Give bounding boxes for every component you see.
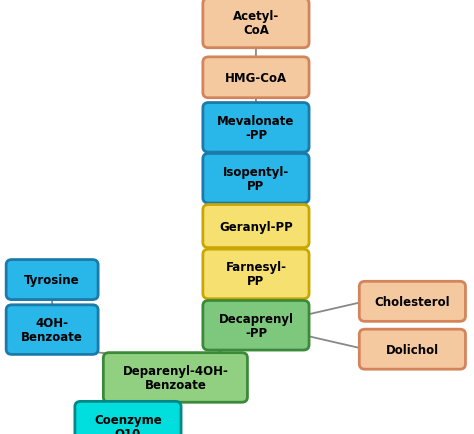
Text: Cholesterol: Cholesterol: [374, 295, 450, 308]
FancyBboxPatch shape: [203, 0, 309, 49]
Text: Farnesyl-
PP: Farnesyl- PP: [226, 261, 286, 288]
FancyBboxPatch shape: [359, 329, 465, 369]
Text: Geranyl-PP: Geranyl-PP: [219, 220, 293, 233]
FancyBboxPatch shape: [203, 250, 309, 299]
Text: Tyrosine: Tyrosine: [24, 273, 80, 286]
FancyBboxPatch shape: [75, 401, 181, 434]
FancyBboxPatch shape: [6, 260, 98, 300]
FancyBboxPatch shape: [103, 353, 247, 402]
FancyBboxPatch shape: [203, 103, 309, 153]
Text: Coenzyme
Q10: Coenzyme Q10: [94, 413, 162, 434]
FancyBboxPatch shape: [6, 305, 98, 355]
Text: Mevalonate
-PP: Mevalonate -PP: [217, 115, 295, 141]
Text: Decaprenyl
-PP: Decaprenyl -PP: [219, 312, 293, 339]
FancyBboxPatch shape: [203, 58, 309, 99]
Text: 4OH-
Benzoate: 4OH- Benzoate: [21, 316, 83, 343]
Text: Isopentyl-
PP: Isopentyl- PP: [223, 165, 289, 192]
Text: Acetyl-
CoA: Acetyl- CoA: [233, 10, 279, 37]
FancyBboxPatch shape: [359, 282, 465, 322]
Text: Dolichol: Dolichol: [386, 343, 439, 356]
Text: Deparenyl-4OH-
Benzoate: Deparenyl-4OH- Benzoate: [122, 364, 228, 391]
Text: HMG-CoA: HMG-CoA: [225, 72, 287, 85]
FancyBboxPatch shape: [203, 154, 309, 204]
FancyBboxPatch shape: [203, 301, 309, 350]
FancyBboxPatch shape: [203, 205, 309, 248]
